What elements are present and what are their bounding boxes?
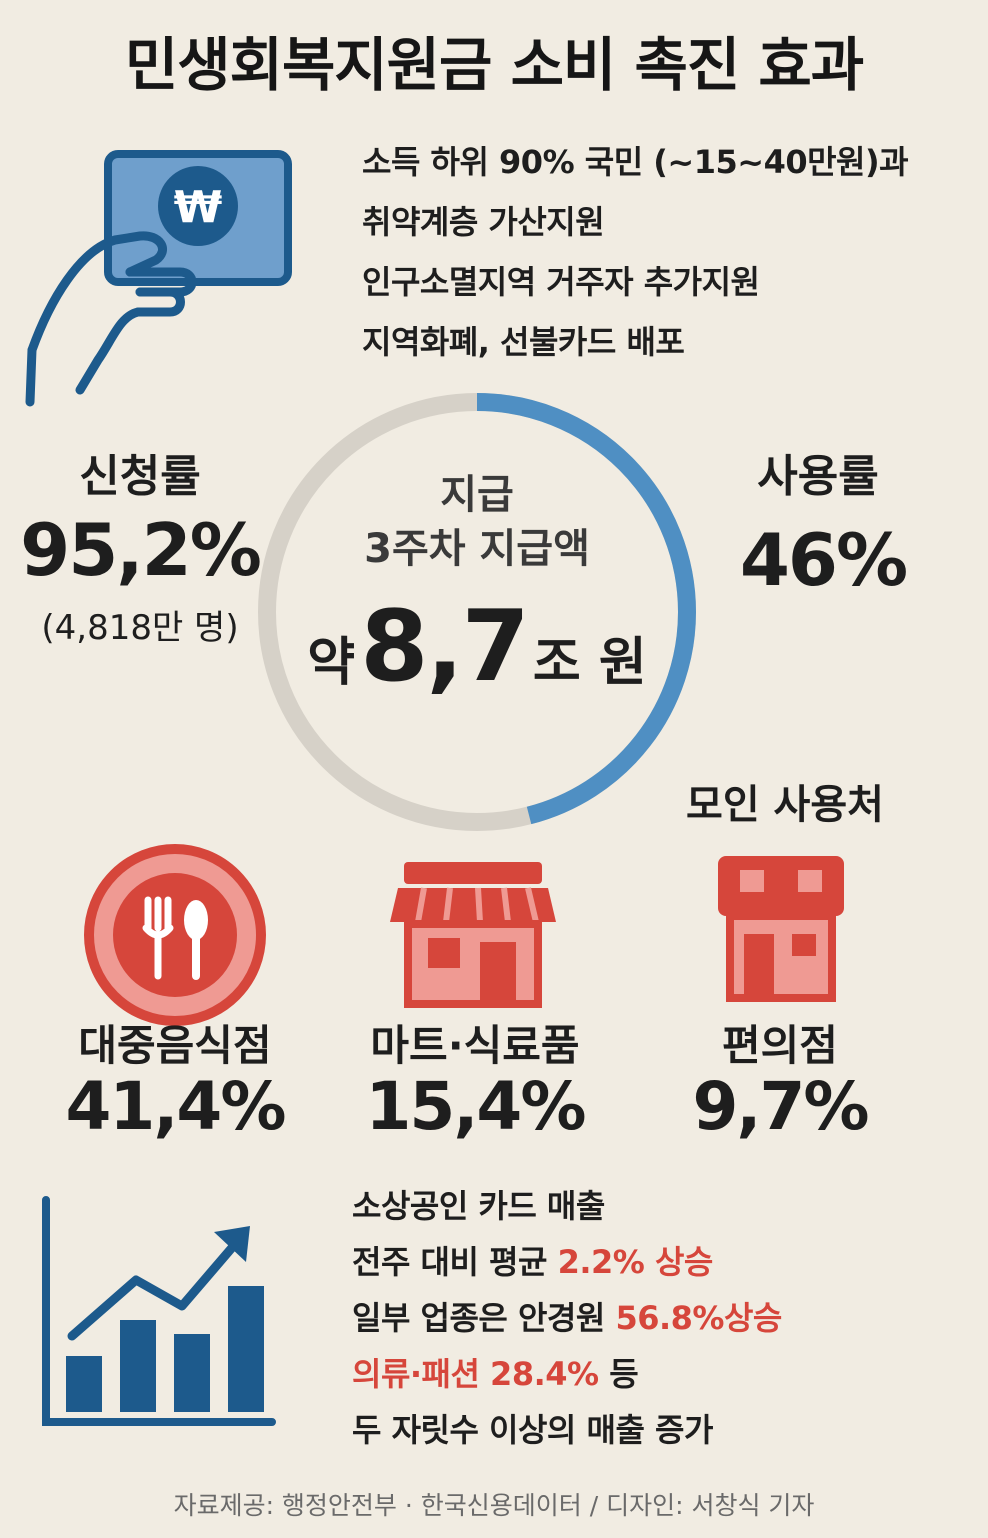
usage-rate-value: 46% [739,518,908,602]
sales-line: 의류·패션 28.4% 등 [352,1355,639,1393]
payout-prefix: 약 [307,633,356,693]
page-title: 민생회복지원금 소비 촉진 효과 [124,31,864,99]
info-line: 취약계층 가산지원 [362,203,605,241]
venues-heading: 모인 사용처 [686,782,884,828]
restaurant-icon [84,844,266,1026]
venue-value-market: 15,4% [365,1068,587,1145]
highlight-text: 56.8%상승 [615,1299,782,1337]
venue-label-restaurant: 대중음식점 [78,1021,272,1070]
venue-label-convenience: 편의점 [722,1021,838,1070]
payout-label: 지급 [440,472,514,518]
application-rate-value: 95,2% [20,508,262,592]
sales-line: 일부 업종은 안경원 56.8%상승 [352,1299,782,1337]
market-store-icon [390,862,556,1008]
application-rate-label: 신청률 [79,451,201,502]
usage-rate-label: 사용률 [757,451,879,502]
sales-line: 전주 대비 평균 2.2% 상승 [352,1243,714,1281]
support-info: 소득 하위 90% 국민 (~15~40만원)과 취약계층 가산지원 인구소멸지… [362,132,909,372]
card-in-hand-icon: ₩ [25,150,292,407]
source-credit: 자료제공: 행정안전부 · 한국신용데이터 / 디자인: 서창식 기자 [173,1491,815,1520]
info-line: 소득 하위 90% 국민 (~15~40만원)과 [362,143,909,181]
highlight-text: 2.2% 상승 [557,1243,714,1281]
payout-amount: 약 8,7 조 원 [267,590,687,704]
usage-ring [258,393,696,831]
highlight-text: 의류·패션 28.4% [352,1355,599,1393]
sales-info: 소상공인 카드 매출 전주 대비 평균 2.2% 상승 일부 업종은 안경원 5… [352,1178,782,1458]
ring-usage-arc [258,393,696,831]
payout-unit: 조 원 [532,633,647,693]
won-icon: ₩ [174,182,223,233]
info-line: 지역화폐, 선불카드 배포 [362,323,685,361]
convenience-store-icon [718,856,844,1002]
payout-number: 8,7 [360,590,530,704]
application-count: (4,818만 명) [41,608,239,648]
growth-chart-icon [42,1196,276,1426]
payout-week-label: 3주차 지급액 [364,526,590,572]
venue-label-market: 마트·식료품 [370,1021,580,1070]
sales-line: 두 자릿수 이상의 매출 증가 [352,1411,713,1449]
info-line: 인구소멸지역 거주자 추가지원 [362,263,760,301]
venue-value-convenience: 9,7% [692,1068,869,1145]
sales-line: 소상공인 카드 매출 [352,1187,605,1225]
venue-value-restaurant: 41,4% [65,1068,287,1145]
